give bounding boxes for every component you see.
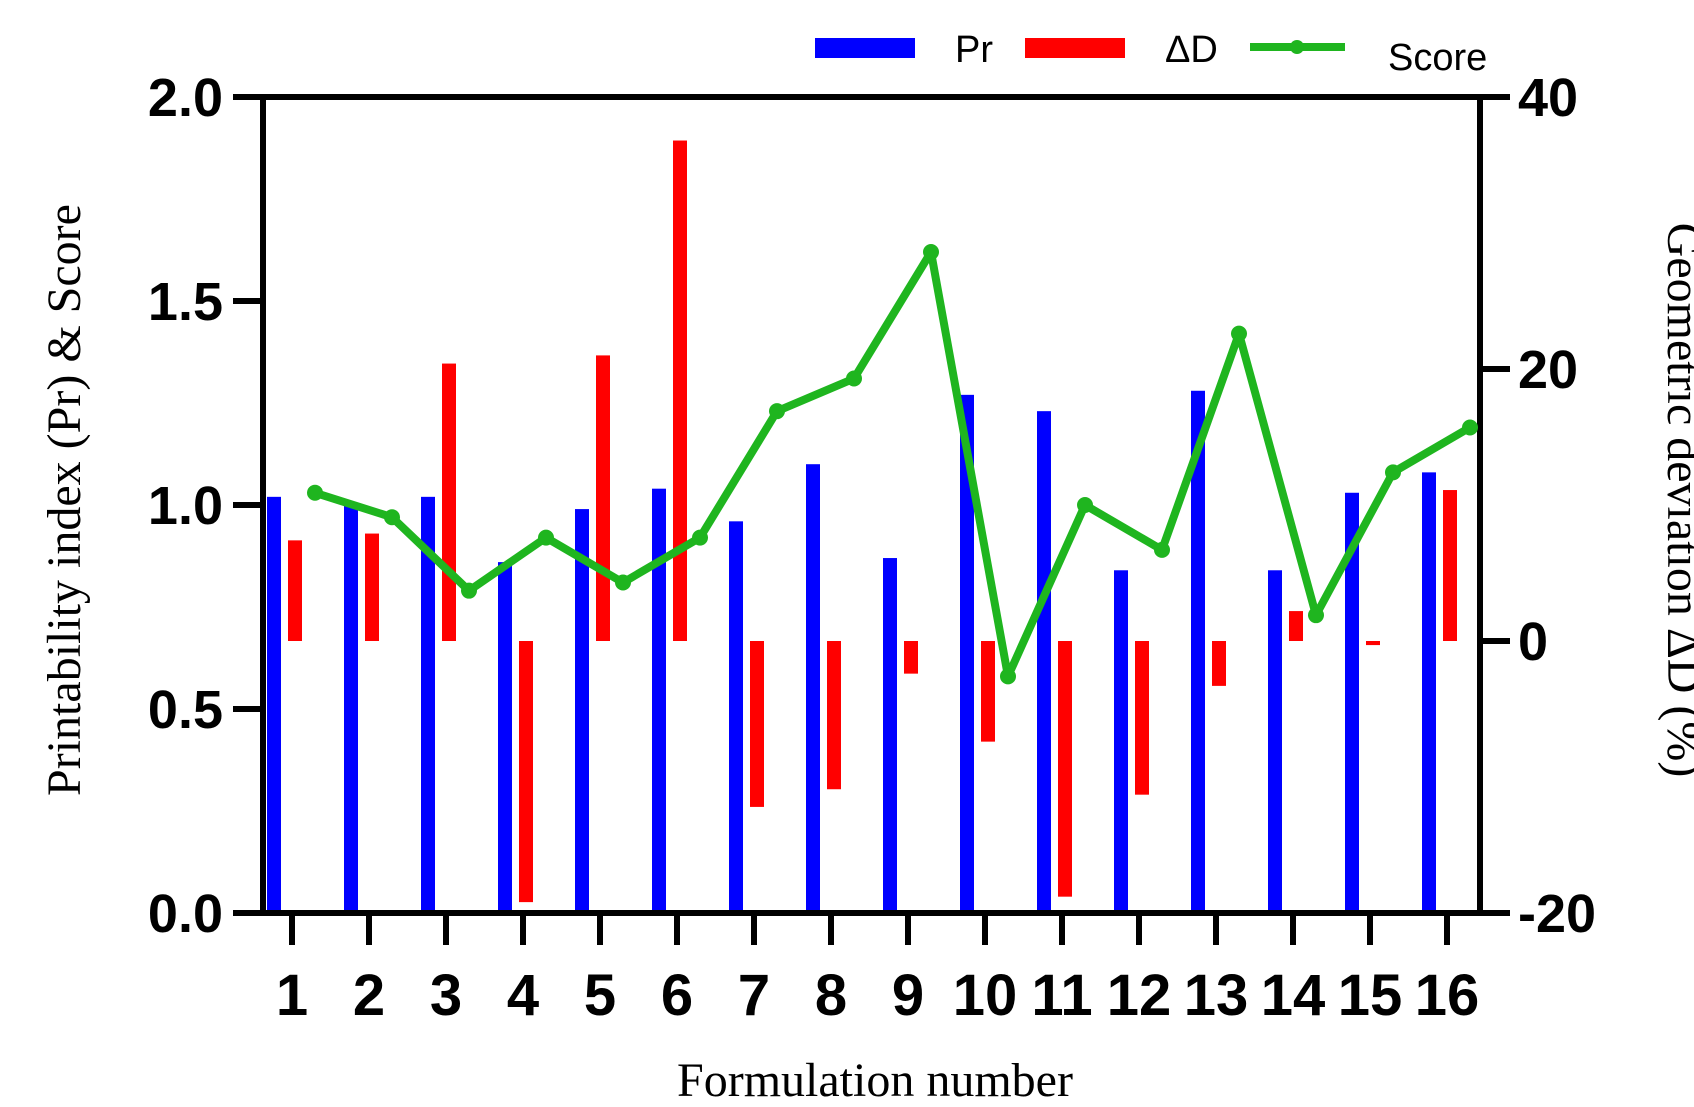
score-point-13 bbox=[1231, 325, 1247, 342]
score-point-14 bbox=[1308, 607, 1324, 624]
bar-dd-9 bbox=[904, 641, 918, 674]
bar-dd-6 bbox=[673, 140, 687, 641]
x-tick-label: 6 bbox=[661, 963, 693, 1028]
score-point-11 bbox=[1077, 497, 1093, 513]
legend: Pr ΔD Score bbox=[815, 29, 1487, 79]
y-left-tick-label: 0.0 bbox=[148, 884, 223, 944]
x-tick-label: 14 bbox=[1261, 963, 1326, 1028]
bar-pr-12 bbox=[1114, 570, 1128, 913]
bar-dd-3 bbox=[442, 363, 456, 641]
score-point-6 bbox=[692, 529, 708, 546]
score-line bbox=[313, 248, 1473, 681]
legend-label-dd: ΔD bbox=[1165, 29, 1218, 71]
x-tick-label: 7 bbox=[738, 963, 770, 1028]
legend-label-pr: Pr bbox=[955, 29, 993, 71]
bar-dd-4 bbox=[519, 641, 533, 903]
bar-pr-11 bbox=[1037, 411, 1051, 913]
bar-pr-2 bbox=[344, 505, 358, 913]
bar-dd-13 bbox=[1212, 641, 1226, 686]
bar-pr-10 bbox=[960, 394, 974, 914]
bar-dd-12 bbox=[1135, 641, 1149, 795]
y-axis-left-label: Printability index (Pr) & Score bbox=[38, 204, 91, 796]
bar-dd-14 bbox=[1289, 611, 1303, 641]
bar-pr-4 bbox=[498, 562, 512, 913]
bar-dd-2 bbox=[365, 533, 379, 641]
score-point-16 bbox=[1462, 419, 1478, 436]
score-point-3 bbox=[461, 582, 477, 599]
bar-pr-8 bbox=[806, 464, 820, 913]
x-tick-label: 1 bbox=[276, 963, 308, 1028]
y-left-tick-label: 1.5 bbox=[148, 272, 223, 332]
y-axis-right-label: Geometric deviation ΔD (%) bbox=[1657, 223, 1694, 778]
legend-swatch-dd bbox=[1025, 38, 1125, 58]
bar-dd-11 bbox=[1058, 641, 1072, 897]
bar-dd-10 bbox=[981, 641, 995, 742]
bar-dd-7 bbox=[750, 641, 764, 807]
x-tick-label: 11 bbox=[1031, 963, 1092, 1028]
x-tick-label: 5 bbox=[584, 963, 616, 1028]
bar-dd-15 bbox=[1366, 641, 1380, 646]
y-left-tick-label: 2.0 bbox=[148, 68, 223, 128]
bar-dd-16 bbox=[1443, 490, 1457, 641]
score-point-9 bbox=[923, 244, 939, 261]
y-right-tick-label: 0 bbox=[1518, 612, 1548, 672]
x-tick-label: 8 bbox=[815, 963, 847, 1028]
legend-swatch-score-marker bbox=[1290, 40, 1304, 54]
bar-pr-6 bbox=[652, 488, 666, 913]
bar-pr-7 bbox=[729, 521, 743, 913]
bar-pr-5 bbox=[575, 509, 589, 913]
bar-dd-8 bbox=[827, 641, 841, 790]
y-right-tick-label: -20 bbox=[1518, 884, 1596, 944]
x-tick-label: 12 bbox=[1107, 963, 1172, 1028]
x-tick-label: 10 bbox=[953, 963, 1018, 1028]
score-point-5 bbox=[615, 574, 631, 591]
y-right-tick-label: 40 bbox=[1518, 68, 1578, 128]
score-point-15 bbox=[1385, 464, 1401, 481]
bar-pr-14 bbox=[1268, 570, 1282, 913]
score-point-12 bbox=[1154, 541, 1170, 558]
x-tick-label: 15 bbox=[1338, 963, 1403, 1028]
bars-layer bbox=[267, 140, 1457, 914]
bar-pr-13 bbox=[1191, 390, 1205, 913]
bar-dd-1 bbox=[288, 540, 302, 641]
legend-label-score: Score bbox=[1388, 37, 1487, 79]
score-point-8 bbox=[846, 370, 862, 387]
bar-pr-16 bbox=[1422, 472, 1436, 913]
x-tick-label: 13 bbox=[1184, 963, 1249, 1028]
bar-pr-9 bbox=[883, 558, 897, 913]
score-line-layer bbox=[307, 244, 1478, 685]
x-tick-label: 2 bbox=[353, 963, 385, 1028]
score-point-1 bbox=[307, 484, 323, 501]
score-point-2 bbox=[384, 509, 400, 526]
score-point-7 bbox=[769, 403, 785, 420]
bar-pr-1 bbox=[267, 496, 281, 913]
x-axis-label: Formulation number bbox=[677, 1054, 1073, 1107]
score-point-4 bbox=[538, 529, 554, 546]
bar-dd-5 bbox=[596, 355, 610, 641]
bar-pr-3 bbox=[421, 496, 435, 913]
x-tick-label: 16 bbox=[1415, 963, 1480, 1028]
score-point-10 bbox=[1000, 668, 1016, 685]
legend-swatch-pr bbox=[815, 38, 915, 58]
x-tick-label: 9 bbox=[892, 963, 924, 1028]
bar-pr-15 bbox=[1345, 492, 1359, 913]
y-right-tick-label: 20 bbox=[1518, 340, 1578, 400]
y-left-tick-label: 0.5 bbox=[148, 680, 223, 740]
x-tick-label: 4 bbox=[507, 963, 539, 1028]
x-tick-label: 3 bbox=[430, 963, 462, 1028]
y-left-tick-label: 1.0 bbox=[148, 476, 223, 536]
axes-layer bbox=[260, 94, 1483, 916]
